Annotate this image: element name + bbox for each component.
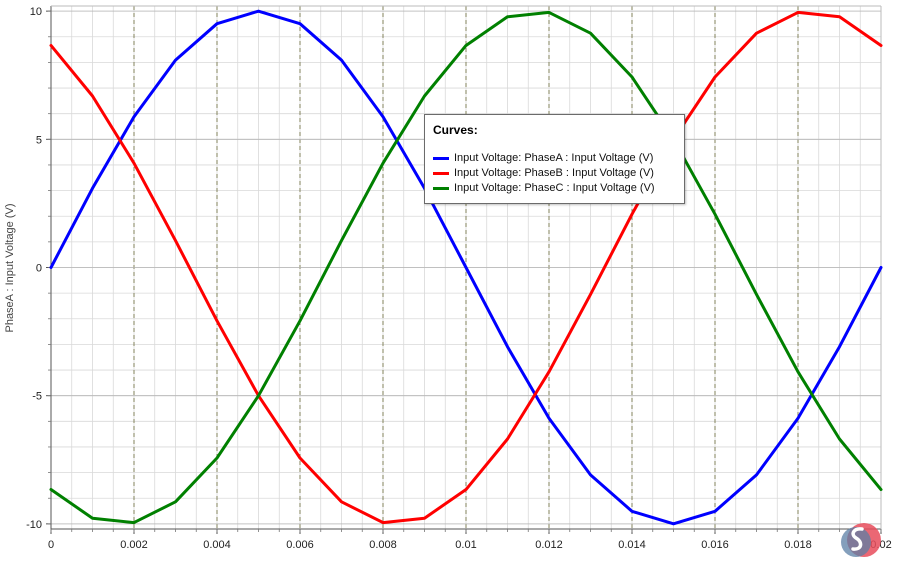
legend-swatch-phase-a — [433, 156, 449, 160]
series-lines — [49, 9, 883, 526]
x-tick-label: 0.002 — [120, 539, 148, 551]
x-tick-label: 0.004 — [203, 539, 231, 551]
y-tick-label: -10 — [26, 519, 42, 531]
x-tick-label: 0.006 — [286, 539, 314, 551]
y-axis-ticks: 10 5 0 -5 -10 — [26, 6, 51, 531]
y-tick-label: 5 — [36, 134, 42, 146]
app-logo-icon — [841, 523, 881, 557]
y-tick-label: 0 — [36, 263, 42, 275]
x-tick-label: 0.018 — [784, 539, 812, 551]
y-axis-label: PhaseA : Input Voltage (V) — [4, 203, 16, 332]
legend-title: Curves: — [433, 123, 478, 137]
legend-swatch-phase-b — [433, 171, 449, 175]
legend-label-phase-c: Input Voltage: PhaseC : Input Voltage (V… — [454, 182, 655, 194]
x-tick-label: 0.01 — [455, 539, 476, 551]
series-line-phase-c — [49, 10, 883, 525]
legend-item-phase-c: Input Voltage: PhaseC : Input Voltage (V… — [433, 181, 655, 195]
y-tick-label: 10 — [30, 6, 42, 18]
series-line-phase-a — [49, 9, 883, 526]
legend-swatch-phase-c — [433, 186, 449, 190]
x-tick-label: 0.016 — [701, 539, 729, 551]
x-tick-label: 0 — [48, 539, 54, 551]
series-line-phase-b — [49, 10, 883, 525]
major-grid — [50, 6, 882, 529]
legend-item-phase-b: Input Voltage: PhaseB : Input Voltage (V… — [433, 166, 654, 180]
legend-label-phase-b: Input Voltage: PhaseB : Input Voltage (V… — [454, 167, 654, 179]
x-axis-ticks: 0 0.002 0.004 0.006 0.008 0.01 0.012 0.014 0.016… — [48, 529, 892, 551]
legend-item-phase-a: Input Voltage: PhaseA : Input Voltage (V… — [433, 151, 653, 165]
y-tick-label: -5 — [32, 391, 42, 403]
legend-label-phase-a: Input Voltage: PhaseA : Input Voltage (V… — [454, 152, 654, 164]
legend[interactable]: Curves: Input Voltage: PhaseA : Input Vo… — [424, 114, 685, 204]
x-tick-label: 0.014 — [618, 539, 646, 551]
x-tick-label: 0.008 — [369, 539, 397, 551]
x-tick-label: 0.012 — [535, 539, 563, 551]
